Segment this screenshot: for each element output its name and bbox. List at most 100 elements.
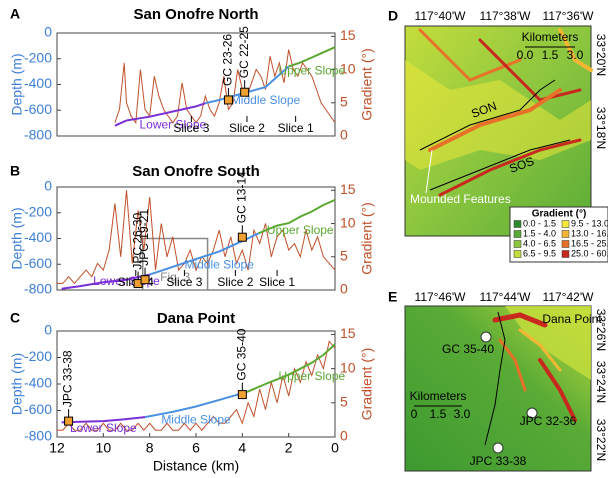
scale-title: Kilometers <box>522 30 579 44</box>
core-marker <box>140 275 150 285</box>
legend-label: 4.0 - 6.5 <box>523 238 556 248</box>
y2-tick-label: 5 <box>340 247 348 263</box>
depth-line <box>288 46 336 68</box>
legend-frame <box>509 206 608 263</box>
y2-tick-label: 5 <box>340 93 348 109</box>
lat-label: 33°22'N <box>594 419 608 461</box>
segment-label: Upper Slope <box>278 64 345 78</box>
y2-tick-label: 0 <box>340 428 348 444</box>
legend-swatch <box>561 220 570 228</box>
y-tick-label: -600 <box>24 401 52 417</box>
core-marker <box>223 95 233 105</box>
lat-label: 33°20'N <box>594 34 608 76</box>
segment-label: Upper Slope <box>267 223 334 237</box>
y-axis-label: Depth (m) <box>9 53 25 115</box>
y2-tick-label: 10 <box>340 214 356 230</box>
y2-axis-label: Gradient (°) <box>359 348 375 421</box>
depth-line <box>246 343 336 393</box>
feature-label: Mounded Features <box>410 192 511 206</box>
segment-label: Middle Slope <box>231 93 301 107</box>
scale-label: 3.0 <box>567 48 584 62</box>
legend-swatch <box>513 220 522 228</box>
panel-letter: B <box>10 163 20 179</box>
legend-swatch <box>513 240 522 248</box>
scale-title: Kilometers <box>410 389 467 403</box>
map-shade <box>405 60 591 170</box>
channel-line <box>419 79 556 151</box>
legend-label: 25.0 - 60.0 <box>571 248 608 258</box>
depth-line <box>258 198 336 235</box>
core-site <box>492 442 504 454</box>
figure-box-label: Fig. 3 <box>160 270 190 284</box>
map-streaks <box>418 28 593 197</box>
legend-swatch <box>561 230 570 238</box>
core-marker <box>64 416 74 426</box>
x-tick-label: 8 <box>146 440 154 456</box>
slice-label: Slice 2 <box>217 275 253 289</box>
lat-label: 33°18'N <box>594 107 608 149</box>
depth-line <box>61 273 150 290</box>
core-marker <box>237 390 247 400</box>
y-tick-label: -400 <box>24 75 52 91</box>
map-streaks <box>492 312 577 422</box>
core-marker <box>240 87 250 97</box>
y-tick-label: -800 <box>24 127 52 143</box>
y2-axis-label: Gradient (°) <box>359 202 375 275</box>
y2-tick-label: 15 <box>340 181 356 197</box>
feature-label: JPC 32-36 <box>520 414 577 428</box>
y-axis-label: Depth (m) <box>9 353 25 415</box>
panel-letter: E <box>388 289 397 305</box>
core-label: JPC 33-38 <box>61 350 75 407</box>
y2-axis-label: Gradient (°) <box>359 48 375 121</box>
core-label: JPC 26-30 <box>130 213 144 270</box>
segment-label: Lower Slope <box>139 118 206 132</box>
channel-line <box>484 311 506 446</box>
core-label: GC 23-26 <box>221 34 235 86</box>
x-tick-label: 6 <box>192 440 200 456</box>
lat-label: 33°26'N <box>594 309 608 351</box>
map-d: D 117°40'W 117°38'W 117°36'W 33°20'N 33°… <box>388 8 608 263</box>
y-tick-label: 0 <box>44 178 52 194</box>
y2-tick-label: 10 <box>340 359 356 375</box>
scale-label: 0 <box>411 407 418 421</box>
lon-label: 117°46'W <box>415 290 467 304</box>
core-label: JPC 19-21 <box>137 209 151 266</box>
y2-tick-label: 15 <box>340 325 356 341</box>
y2-tick-label: 5 <box>340 394 348 410</box>
segment-label: Middle Slope <box>184 258 254 272</box>
x-tick-label: 2 <box>285 440 293 456</box>
x-tick-label: 12 <box>49 440 65 456</box>
x-tick-label: 0 <box>331 440 339 456</box>
scale-label: 1.5 <box>430 407 447 421</box>
y-tick-label: -800 <box>24 281 52 297</box>
legend-swatch <box>513 250 522 258</box>
panel-letter: A <box>10 6 20 22</box>
y-tick-label: -200 <box>24 348 52 364</box>
y2-tick-label: 15 <box>340 27 356 43</box>
depth-line <box>144 390 248 419</box>
channel-line <box>429 139 571 191</box>
figure-box <box>141 237 209 291</box>
legend-label: 0.0 - 1.5 <box>523 218 556 228</box>
legend-label: 16.5 - 25.0 <box>571 238 608 248</box>
map-e: E 117°46'W 117°44'W 117°42'W 33°26'N 33°… <box>388 289 608 472</box>
lon-label: 117°42'W <box>543 290 595 304</box>
feature-label: JPC 33-38 <box>470 454 527 468</box>
legend-swatch <box>561 250 570 258</box>
y-tick-label: 0 <box>44 24 52 40</box>
depth-line <box>61 416 146 424</box>
chart-title: Dana Point <box>157 310 235 327</box>
gradient-line <box>57 340 336 431</box>
y-tick-label: -400 <box>24 375 52 391</box>
legend: Gradient (°) 0.0 - 1.51.5 - 4.04.0 - 6.5… <box>509 206 608 263</box>
slice-label: Slice 3 <box>166 275 202 289</box>
scale-label: 1.5 <box>542 48 559 62</box>
slice-label: Slice 1 <box>278 121 314 135</box>
core-site <box>480 331 492 343</box>
legend-title: Gradient (°) <box>532 209 587 220</box>
chart-title: San Onofre South <box>132 163 260 180</box>
y2-tick-label: 0 <box>340 127 348 143</box>
segment-label: Lower Slope <box>70 421 137 435</box>
x-tick-label: 4 <box>238 440 246 456</box>
